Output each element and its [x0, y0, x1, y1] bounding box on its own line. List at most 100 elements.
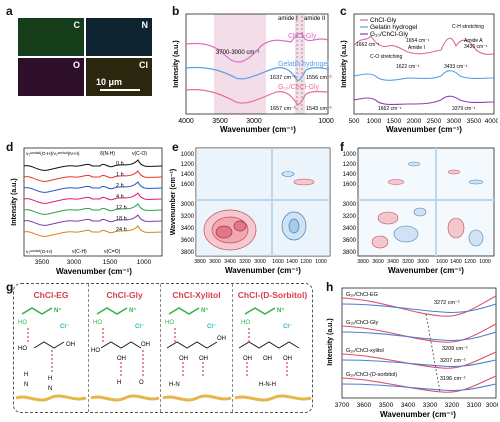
f-y-tick-3000: 3000: [343, 202, 357, 208]
schematic-title-gly: ChCl-Gly: [106, 290, 143, 300]
annotation-c-1654: 1654 cm⁻¹: [406, 38, 430, 44]
f-y-tick-3400: 3400: [343, 226, 357, 232]
x-tick-1000: 1000: [318, 118, 334, 125]
h-peak-label-eg: 3272 cm⁻¹: [434, 300, 460, 306]
hydrogen-bond-schematic: ChCl-EG N⁺ Cl⁻ HO HO OH H N H N ChCl-Gly…: [13, 283, 313, 413]
x-axis-label-d: Wavenumber (cm⁻¹): [56, 267, 132, 276]
y-axis-label-e: Wavenumber (cm⁻¹): [170, 169, 177, 235]
element-label-o: O: [72, 60, 80, 70]
x-tick-3500: 3500: [467, 118, 482, 125]
legend-chcl-gly: ChCl-Gly: [370, 17, 397, 24]
panel-c-ftir-chart: ChCl-Gly Gelatin hydrogel G₁₀/ChCl-Gly 1…: [341, 13, 498, 134]
svg-text:OH: OH: [243, 356, 252, 362]
svg-text:N: N: [24, 382, 28, 388]
e-x-tick-3600: 3600: [209, 259, 221, 265]
h-peak-label-gly: 3209 cm⁻¹: [442, 346, 468, 352]
time-label-1h: 1 h: [116, 172, 124, 178]
series-gelatin-hydrogel: [185, 66, 329, 81]
series-chcl-gly: [185, 32, 329, 63]
h-series-gly-b: [341, 331, 497, 342]
f-x-tick-1400: 1400: [450, 259, 462, 265]
d-bottom-label-1: ν₂ᵉᵐᵈᵉᵈ(O-H): [26, 249, 53, 255]
schematic-chcl-sorbitol: ChCl-(D-Sorbitol) N⁺ Cl⁻ HO OH OH OH H-N…: [232, 284, 312, 412]
series-g10-c: [353, 95, 495, 106]
d-x-tick-3000: 3000: [67, 259, 82, 266]
x-axis-label-f: Wavenumber (cm⁻¹): [388, 266, 464, 275]
f-y-tick-3200: 3200: [343, 214, 357, 220]
f-y-tick-1200: 1200: [343, 162, 357, 168]
panel-h-oh-shift-chart: G₁₀/ChCl-EG 3272 cm⁻¹ G₁₀/ChCl-Gly 3209 …: [327, 287, 498, 419]
schematic-chcl-eg: ChCl-EG N⁺ Cl⁻ HO HO OH H N H N: [14, 284, 88, 412]
svg-text:H-N: H-N: [169, 382, 180, 388]
svg-text:HO: HO: [165, 320, 174, 326]
svg-text:OH: OH: [141, 342, 150, 348]
spectrum-4h: [23, 192, 163, 204]
scale-bar: [100, 89, 140, 91]
d-spectra: 0 h 1 h 2 h 4 h 12 h 18 h 24 h: [23, 159, 163, 237]
h-x-tick-3000: 3000: [486, 402, 498, 409]
e-x-tick-3200: 3200: [239, 259, 251, 265]
h-series-eg-a: [341, 295, 497, 317]
annotation-c-co: C-O stretching: [370, 54, 402, 60]
svg-text:OH: OH: [117, 356, 126, 362]
y-axis-label-d: Intensity (a.u.): [11, 178, 18, 225]
svg-text:Cl⁻: Cl⁻: [207, 324, 216, 330]
e-x-tick-1000: 1000: [315, 259, 327, 265]
h-series-gly-a: [341, 323, 497, 343]
schematic-structure-gly: N⁺ Cl⁻ HO HO OH OH H O: [90, 307, 160, 402]
svg-text:Cl⁻: Cl⁻: [60, 324, 69, 330]
f-x-tick-1200: 1200: [464, 259, 476, 265]
panel-b-ftir-chart: ChCl-Gly Gelatin hydrogel G₁₀/ChCl-Gly 3…: [173, 13, 334, 134]
series-chcl-gly-c: [353, 35, 495, 55]
schematic-structure-sorbitol: N⁺ Cl⁻ HO OH OH OH H-N-H: [234, 307, 312, 402]
time-label-4h: 4 h: [116, 194, 124, 200]
scale-bar-label: 10 μm: [96, 77, 123, 87]
x-tick-4000: 4000: [485, 118, 498, 125]
h-series-label-gly: G₁₀/ChCl-Gly: [346, 320, 379, 326]
panel-letter-f: f: [340, 140, 344, 154]
svg-text:HO: HO: [93, 320, 102, 326]
schematic-title-sorbitol: ChCl-(D-Sorbitol): [237, 290, 308, 300]
svg-text:N: N: [48, 386, 52, 392]
f-x-tick-3200: 3200: [402, 259, 414, 265]
amide-region-highlight: [295, 14, 305, 114]
schematic-title-eg: ChCl-EG: [33, 290, 69, 300]
spectrum-2h: [23, 181, 163, 193]
d-bottom-label-3: ν(C=O): [104, 249, 121, 255]
time-label-18h: 18 h: [116, 216, 127, 222]
svg-text:H: H: [24, 372, 28, 378]
element-label-cl: Cl: [139, 60, 148, 70]
annotation-c-3379: 3379 cm⁻¹: [452, 106, 476, 112]
svg-text:HO: HO: [241, 320, 250, 326]
e-x-tick-3400: 3400: [224, 259, 236, 265]
h-series-eg-b: [341, 303, 497, 314]
annotation-1556: 1556 cm⁻¹: [306, 75, 332, 81]
annotation-c-ch: C-H stretching: [452, 24, 484, 30]
element-label-c: C: [73, 20, 81, 30]
svg-text:N⁺: N⁺: [54, 307, 62, 314]
svg-text:Cl⁻: Cl⁻: [135, 324, 144, 330]
svg-text:OH: OH: [179, 356, 188, 362]
spectrum-24h: [23, 225, 163, 237]
x-tick-2500: 2500: [427, 118, 442, 125]
d-x-tick-1000: 1000: [137, 259, 152, 266]
svg-text:OH: OH: [199, 356, 208, 362]
h-series-xyl-b: [341, 359, 497, 368]
time-label-0h: 0 h: [116, 161, 124, 167]
panel-letter-c: c: [340, 4, 347, 18]
annotation-c-amide-a: Amide A: [464, 38, 483, 44]
svg-text:O: O: [139, 380, 144, 386]
annotation-c-3433: 3433 cm⁻¹: [444, 64, 468, 70]
peak-guide-line: [425, 313, 441, 393]
element-map-o: O: [18, 58, 84, 96]
x-axis-label: Wavenumber (cm⁻¹): [220, 125, 296, 134]
h-x-tick-3700: 3700: [335, 402, 350, 409]
h-peak-label-sorb: 3196 cm⁻¹: [440, 376, 466, 382]
x-axis-label-e: Wavenumber (cm⁻¹): [225, 266, 301, 275]
y-axis-label-h: Intensity (a.u.): [327, 318, 334, 365]
element-label-n: N: [141, 20, 149, 30]
e-y-tick-3400: 3400: [181, 226, 195, 232]
schematic-chcl-gly: ChCl-Gly N⁺ Cl⁻ HO HO OH OH H O: [88, 284, 160, 412]
panel-letter-h: h: [326, 280, 334, 294]
h-x-tick-3500: 3500: [379, 402, 394, 409]
